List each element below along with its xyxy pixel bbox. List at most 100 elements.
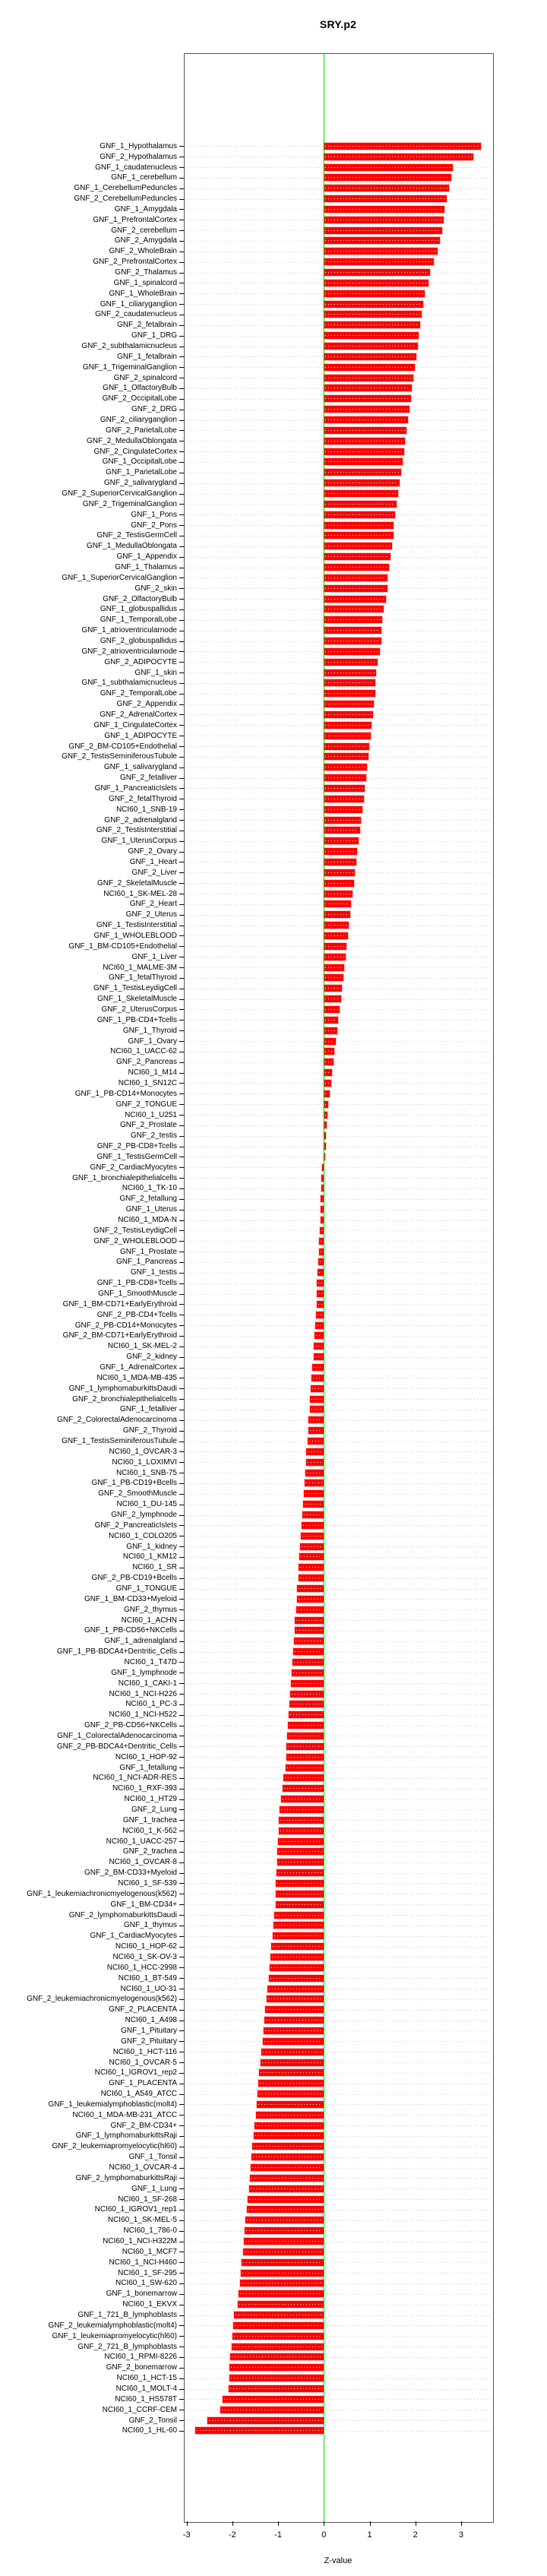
bar — [324, 553, 390, 560]
y-axis-label: NCI60_1_SF-268 — [118, 2195, 177, 2204]
bar — [324, 659, 378, 666]
y-axis-label: GNF_2_BM-CD105+Endothelial — [68, 742, 177, 751]
y-axis-label: GNF_1_cerebellum — [111, 173, 177, 182]
bar — [324, 490, 398, 497]
x-axis-tick-label: -1 — [274, 2530, 282, 2540]
y-axis-tick — [179, 1620, 184, 1621]
y-axis-tick — [179, 1936, 184, 1937]
bar — [321, 1206, 324, 1213]
bar — [277, 1859, 324, 1866]
bar — [324, 438, 406, 445]
y-axis-label: GNF_2_PancreaticIslets — [94, 1521, 177, 1530]
y-axis-tick — [179, 2283, 184, 2284]
y-axis-tick — [179, 2199, 184, 2200]
row-leader-dotted-line — [185, 1852, 491, 1853]
y-axis-label: NCI60_1_M14 — [128, 1068, 177, 1077]
bar — [324, 964, 344, 971]
bar — [285, 1764, 324, 1771]
y-axis-label: NCI60_1_NCI-H522 — [109, 1710, 178, 1719]
y-axis-tick — [179, 1820, 184, 1821]
bar — [324, 1069, 333, 1076]
y-axis-tick — [179, 1388, 184, 1389]
y-axis-label: GNF_2_ADIPOCYTE — [104, 658, 177, 666]
y-axis-label: GNF_2_kidney — [126, 1353, 177, 1361]
row-leader-dotted-line — [185, 2168, 491, 2169]
y-axis-label: NCI60_1_SK-OV-3 — [112, 1953, 178, 1961]
row-leader-dotted-line — [185, 1020, 491, 1021]
y-axis-tick — [179, 599, 184, 600]
row-leader-dotted-line — [185, 2115, 491, 2116]
y-axis-label: GNF_1_atrioventricularnode — [81, 626, 177, 635]
bar — [324, 859, 356, 866]
row-leader-dotted-line — [185, 1041, 491, 1042]
bar — [324, 774, 366, 781]
y-axis-label: NCI60_1_U251 — [125, 1111, 177, 1119]
bar — [223, 2396, 324, 2403]
bar — [324, 922, 349, 929]
bar — [324, 648, 381, 655]
bar — [265, 2006, 324, 2013]
y-axis-label: GNF_2_OccipitalLobe — [102, 394, 177, 403]
y-axis-tick — [179, 1947, 184, 1948]
x-axis-tick — [232, 2521, 233, 2526]
bar — [275, 1891, 324, 1897]
bar — [309, 1406, 324, 1413]
y-axis-tick — [179, 146, 184, 147]
y-axis-label: NCI60_1_EKVX — [122, 2300, 177, 2309]
y-axis-tick — [179, 1546, 184, 1547]
x-axis-tick-label: -2 — [229, 2530, 236, 2540]
y-axis-tick — [179, 2104, 184, 2105]
bar — [324, 185, 450, 191]
y-axis-label: NCI60_1_A498 — [125, 2016, 177, 2024]
bar — [295, 1617, 324, 1624]
y-axis-tick — [179, 1357, 184, 1358]
y-axis-tick — [179, 746, 184, 747]
y-axis-tick — [179, 2157, 184, 2158]
y-axis-tick — [179, 1062, 184, 1063]
y-axis-label: GNF_1_BM-CD71+EarlyErythroid — [62, 1300, 177, 1309]
y-axis-label: GNF_1_leukemiachronicmyelogenous(k562) — [27, 1890, 177, 1898]
bar — [324, 585, 387, 592]
y-axis-label: NCI60_1_SNB-19 — [115, 805, 177, 814]
bar — [207, 2417, 324, 2424]
y-axis-label: GNF_1_WholeBrain — [109, 290, 177, 298]
y-axis-tick — [179, 1336, 184, 1337]
y-axis-label: GNF_2_fetalliver — [119, 774, 177, 782]
bar — [324, 258, 435, 265]
chart-title: SRY.p2 — [319, 18, 357, 30]
y-axis-label: GNF_1_salivarygland — [103, 763, 177, 771]
bar — [324, 564, 390, 571]
bar — [278, 1828, 324, 1834]
bar — [324, 385, 413, 391]
y-axis-label: GNF_2_PB-CD14+Monocytes — [74, 1321, 177, 1330]
y-axis-label: NCI60_1_MALME-3M — [103, 964, 177, 972]
bar — [324, 195, 447, 202]
y-axis-tick — [179, 1399, 184, 1400]
row-leader-dotted-line — [185, 2157, 491, 2158]
y-axis-label: GNF_2_trachea — [122, 1847, 177, 1856]
row-leader-dotted-line — [185, 2136, 491, 2137]
bar — [319, 1238, 324, 1245]
bar — [324, 1080, 331, 1087]
row-leader-dotted-line — [185, 1262, 491, 1263]
y-axis-tick — [179, 1873, 184, 1874]
bar — [255, 2112, 324, 2119]
bar — [324, 869, 356, 876]
bar — [293, 1648, 324, 1655]
bar — [324, 143, 482, 150]
row-leader-dotted-line — [185, 1325, 491, 1326]
y-axis-label: GNF_2_721_B_lymphoblasts — [77, 2343, 177, 2351]
y-axis-label: GNF_1_PB-CD14+Monocytes — [74, 1090, 177, 1098]
y-axis-label: NCI60_1_MDA-MB-231_ATCC — [72, 2111, 177, 2119]
y-axis-tick — [179, 694, 184, 695]
x-axis-tick-label: 3 — [458, 2530, 463, 2540]
y-axis-label: GNF_2_CerebellumPeduncles — [74, 195, 177, 203]
y-axis-tick — [179, 1515, 184, 1516]
y-axis-label: GNF_2_Uterus — [125, 910, 177, 919]
y-axis-label: GNF_1_fetalThyroid — [108, 973, 177, 982]
row-leader-dotted-line — [185, 1557, 491, 1558]
bar — [249, 2175, 324, 2182]
row-leader-dotted-line — [185, 2325, 491, 2326]
y-axis-label: NCI60_1_MDA-MB-435 — [96, 1374, 177, 1382]
bar — [262, 2038, 324, 2045]
